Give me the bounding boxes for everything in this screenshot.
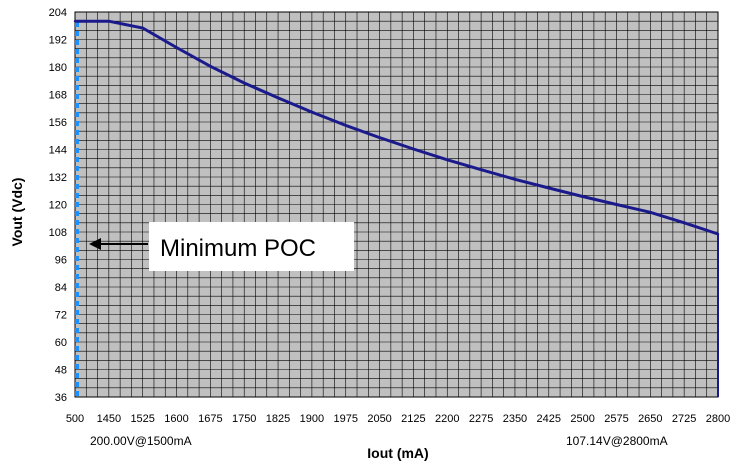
y-tick-label: 120 [49,200,67,212]
y-tick-label: 36 [55,392,67,404]
y-tick-label: 192 [49,35,67,47]
x-tick-label: 2425 [537,413,561,425]
y-axis-label: Vout (Vdc) [9,178,25,247]
data-point [73,19,77,23]
arrowhead-icon [89,238,101,250]
y-tick-label: 60 [55,337,67,349]
x-axis-ticks: 500 1450 1525 1600 1675 1750 1825 1900 1975 2050 2… [66,413,730,425]
x-tick-label: 1525 [130,413,154,425]
series-line [75,19,719,236]
x-tick-label: 500 [66,413,84,425]
callout: Minimum POC [89,222,354,271]
x-tick-label: 1750 [232,413,256,425]
y-tick-label: 168 [49,90,67,102]
y-tick-label: 144 [49,145,67,157]
y-tick-label: 84 [55,282,67,294]
y-tick-label: 180 [49,62,67,74]
series-points [73,19,720,236]
callout-box [149,222,354,271]
data-point [276,96,280,100]
data-point [310,110,314,114]
data-point [344,124,347,127]
data-point [107,19,111,23]
x-tick-label: 1675 [198,413,222,425]
x-tick-label: 1450 [97,413,121,425]
x-tick-label: 2800 [706,413,730,425]
data-point [649,211,652,214]
y-tick-label: 108 [49,227,67,239]
y-tick-label: 204 [49,7,67,19]
x-tick-label: 2650 [638,413,662,425]
x-tick-label: 2725 [672,413,696,425]
data-point [209,65,212,68]
x-tick-label: 1825 [266,413,290,425]
y-tick-label: 132 [49,172,67,184]
data-point [479,168,483,171]
data-point [141,26,144,30]
data-point [547,186,550,190]
data-point [716,232,720,236]
x-tick-label: 1900 [300,413,324,425]
x-tick-label: 2275 [469,413,493,425]
y-tick-label: 96 [55,255,67,267]
x-axis-label: Iout (mA) [367,445,428,461]
data-point [446,158,449,162]
data-point [412,147,415,151]
left-note: 200.00V@1500mA [90,434,192,448]
y-axis-ticks: 36 48 60 72 84 96 108 120 132 144 156 168 180 192 204 [49,7,67,404]
callout-text: Minimum POC [160,235,316,262]
y-tick-label: 156 [49,117,67,129]
data-point [175,46,178,49]
x-tick-label: 2125 [401,413,425,425]
data-point [682,221,686,225]
x-tick-label: 2500 [570,413,594,425]
y-tick-label: 48 [55,365,67,377]
right-note: 107.14V@2800mA [566,434,668,448]
data-point [615,203,618,206]
x-tick-label: 2350 [503,413,527,425]
x-tick-label: 2200 [435,413,459,425]
data-point [581,195,584,198]
x-tick-label: 1600 [164,413,188,425]
data-point [243,81,246,85]
x-tick-label: 1975 [333,413,357,425]
x-tick-label: 2575 [604,413,628,425]
x-tick-label: 2050 [367,413,391,425]
data-point [513,178,517,181]
data-point [378,136,381,139]
y-tick-label: 72 [55,310,67,322]
